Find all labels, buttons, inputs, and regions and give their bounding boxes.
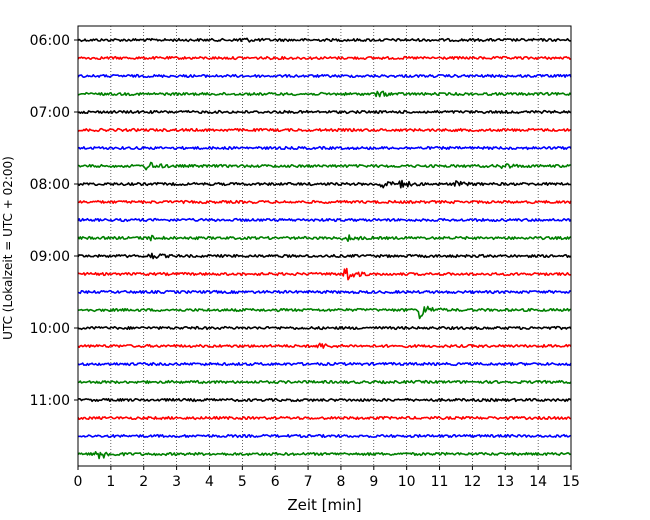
x-tick-label: 5 — [238, 474, 247, 490]
y-tick-label: 07:00 — [30, 105, 70, 121]
seismic-trace-0845 — [77, 234, 572, 242]
x-axis-label: Zeit [min] — [287, 496, 361, 514]
grid-lines — [110, 26, 539, 466]
y-tick-label: 10:00 — [30, 321, 70, 337]
y-axis-label: UTC (Lokalzeit = UTC + 02:00) — [1, 156, 15, 340]
seismic-trace-0645 — [77, 90, 572, 98]
y-tick-label: 11:00 — [30, 393, 70, 409]
seismic-trace-1100 — [77, 397, 572, 403]
seismic-trace-0745 — [77, 161, 571, 171]
seismic-trace-0930 — [77, 289, 572, 295]
seismic-trace-0800 — [77, 179, 572, 189]
x-tick-label: 11 — [431, 474, 449, 490]
seismic-trace-0900 — [77, 252, 572, 260]
seismic-trace-0730 — [77, 145, 572, 151]
seismic-trace-0915 — [77, 267, 572, 281]
seismic-traces — [77, 37, 572, 460]
x-tick-label: 6 — [271, 474, 280, 490]
seismic-trace-1145 — [77, 451, 572, 460]
y-tick-label: 08:00 — [30, 177, 70, 193]
x-tick-label: 0 — [74, 474, 83, 490]
x-tick-label: 7 — [304, 474, 313, 490]
x-tick-label: 8 — [336, 474, 345, 490]
x-tick-label: 4 — [205, 474, 214, 490]
x-tick-label: 2 — [139, 474, 148, 490]
seismic-trace-0630 — [77, 73, 572, 79]
seismic-trace-0815 — [77, 199, 572, 205]
x-tick-label: 15 — [562, 474, 580, 490]
seismic-trace-1015 — [77, 342, 572, 349]
plot-frame — [77, 25, 572, 467]
y-axis-ticks: 06:00 07:00 08:00 09:00 10:00 11:00 — [30, 33, 78, 409]
seismic-trace-1130 — [77, 433, 572, 439]
x-tick-label: 3 — [172, 474, 181, 490]
seismic-trace-0830 — [77, 217, 572, 223]
x-tick-label: 9 — [369, 474, 378, 490]
seismic-trace-1030 — [77, 361, 572, 367]
x-axis-ticks: 0 1 2 3 4 5 6 7 8 9 10 11 12 13 14 15 — [74, 466, 580, 490]
seismic-trace-0945 — [77, 305, 572, 320]
x-tick-label: 14 — [529, 474, 547, 490]
x-tick-label: 1 — [106, 474, 115, 490]
seismic-trace-0715 — [77, 127, 572, 133]
seismic-trace-1045 — [77, 379, 572, 385]
x-tick-label: 12 — [463, 474, 481, 490]
seismic-trace-1000 — [77, 325, 572, 331]
y-tick-label: 09:00 — [30, 249, 70, 265]
x-tick-label: 10 — [398, 474, 416, 490]
seismic-trace-0615 — [77, 55, 572, 61]
x-tick-label: 13 — [496, 474, 514, 490]
seismic-trace-0700 — [77, 109, 572, 115]
seismic-trace-1115 — [77, 415, 572, 421]
y-tick-label: 06:00 — [30, 33, 70, 49]
seismic-trace-0600 — [77, 37, 572, 43]
